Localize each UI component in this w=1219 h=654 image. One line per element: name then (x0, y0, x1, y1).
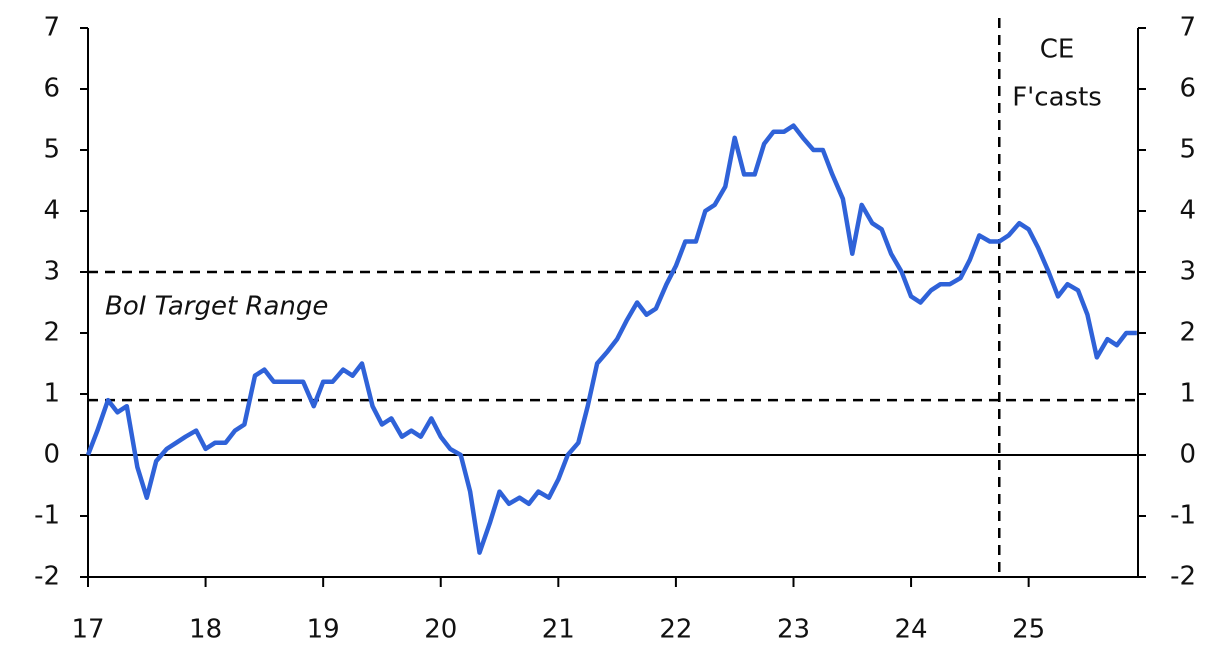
forecast-label: CE (1040, 35, 1075, 65)
forecast-label: F'casts (1012, 83, 1102, 113)
x-tick-label: 17 (71, 615, 104, 645)
y-tick-label: -2 (34, 562, 60, 592)
x-tick-label: 21 (542, 615, 575, 645)
y2-tick-label: 4 (1179, 196, 1196, 226)
y2-tick-label: -2 (1170, 562, 1196, 592)
y2-tick-label: 3 (1179, 257, 1196, 287)
y2-tick-label: -1 (1170, 501, 1196, 531)
x-tick-label: 25 (1012, 615, 1045, 645)
y2-tick-label: 7 (1179, 13, 1196, 43)
y-tick-label: 6 (43, 74, 60, 104)
data-line (85, 123, 1137, 555)
y-tick-label: 1 (43, 379, 60, 409)
y2-tick-label: 6 (1179, 74, 1196, 104)
y2-tick-label: 0 (1179, 440, 1196, 470)
x-tick-label: 20 (424, 615, 457, 645)
y-tick-label: 0 (43, 440, 60, 470)
y-tick-label: 3 (43, 257, 60, 287)
y-tick-label: 5 (43, 135, 60, 165)
y2-tick-label: 2 (1179, 318, 1196, 348)
y-tick-label: 2 (43, 318, 60, 348)
y2-tick-label: 1 (1179, 379, 1196, 409)
y2-tick-label: 5 (1179, 135, 1196, 165)
x-tick-label: 24 (895, 615, 928, 645)
x-tick-label: 22 (659, 615, 692, 645)
y-tick-label: 4 (43, 196, 60, 226)
x-tick-label: 23 (777, 615, 810, 645)
target-label: BoI Target Range (105, 292, 328, 322)
y-tick-label: -1 (34, 501, 60, 531)
y-tick-label: 7 (43, 13, 60, 43)
x-tick-label: 19 (307, 615, 340, 645)
x-tick-label: 18 (189, 615, 222, 645)
